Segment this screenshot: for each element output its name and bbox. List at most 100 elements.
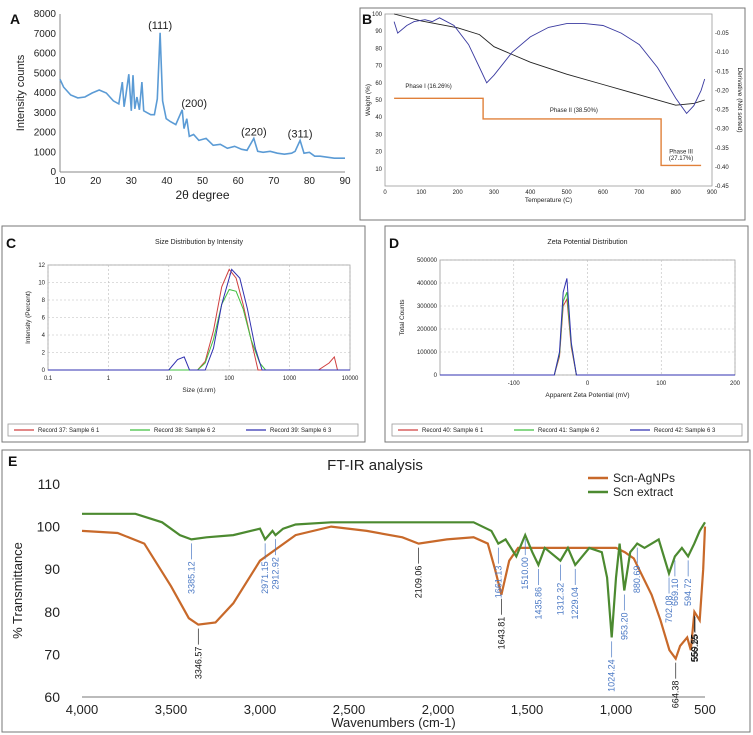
b-y-tick-label: 80 — [375, 46, 382, 52]
b-y-tick-label: 10 — [375, 167, 382, 173]
a-y-tick-label: 3000 — [34, 108, 57, 119]
e-peak-label: 2971.15 — [260, 561, 270, 594]
b-y-axis-label: Weight (%) — [365, 84, 372, 116]
e-peak-label: 953.20 — [619, 613, 629, 641]
e-y-tick-label: 60 — [44, 689, 60, 705]
c-y-tick-label: 6 — [42, 316, 46, 322]
d-legend-label: Record 40: Sample 6 1 — [422, 428, 484, 434]
b-y2-tick-label: -0.15 — [715, 69, 729, 75]
d-legend-label: Record 42: Sample 6 3 — [654, 428, 716, 434]
b-y-tick-label: 30 — [375, 132, 382, 138]
e-x-tick-label: 4,000 — [66, 702, 99, 717]
a-xrd-series-line — [59, 32, 345, 159]
a-y-tick-label: 5000 — [34, 68, 57, 79]
e-y-tick-label: 90 — [44, 561, 60, 577]
c-series-line-3 — [48, 268, 350, 371]
e-peak-label: 1024.24 — [607, 659, 617, 692]
a-x-tick-label: 80 — [304, 176, 316, 187]
e-x-tick-label: 500 — [694, 702, 716, 717]
a-y-tick-label: 1000 — [34, 147, 57, 158]
panel-d-zeta-chart: D Zeta Potential Distribution-100 0 100 2000… — [384, 225, 749, 443]
e-peak-label: 3385.12 — [186, 561, 196, 594]
e-y-axis-label: % Transmittance — [10, 542, 25, 639]
panel-a-xrd-chart: A 0 1000 2000 3000 4000 5000 6000 7000 8000 10 20 30… — [10, 9, 351, 202]
d-y-tick-label: 300000 — [417, 304, 438, 310]
e-peak-label: 880.69 — [632, 566, 642, 594]
c-y-tick-label: 0 — [42, 368, 46, 374]
e-peak-label: 1643.81 — [496, 617, 506, 650]
d-frame — [384, 225, 749, 443]
a-peak-annotation: (200) — [181, 98, 207, 110]
c-y-tick-label: 8 — [42, 298, 46, 304]
b-y2-tick-label: -0.30 — [715, 127, 729, 133]
b-y-tick-label: 20 — [375, 150, 382, 156]
e-peak-label: 594.72 — [683, 578, 693, 606]
a-x-axis-label: 2θ degree — [175, 188, 229, 202]
a-y-tick-label: 0 — [50, 167, 56, 178]
e-y-tick-label: 80 — [44, 604, 60, 620]
c-series-line-1 — [48, 268, 350, 371]
c-legend-label: Record 37: Sample 6 1 — [38, 428, 100, 434]
e-peak-label: 2109.06 — [414, 566, 424, 599]
e-peak-label: 669.10 — [670, 578, 680, 606]
a-y-tick-label: 4000 — [34, 88, 57, 99]
d-x-tick-label: 0 — [586, 381, 590, 387]
a-x-tick-label: 90 — [339, 176, 351, 187]
c-x-tick-label: 0.1 — [44, 376, 53, 382]
panel-label-e: E — [8, 453, 17, 469]
e-peak-label: 1661.13 — [493, 566, 503, 599]
c-legend-label: Record 39: Sample 6 3 — [270, 428, 332, 434]
a-x-tick-label: 20 — [90, 176, 102, 187]
b-phase-annotation: Phase II (38.50%) — [550, 108, 598, 114]
d-chart-title: Zeta Potential Distribution — [547, 239, 627, 246]
c-x-tick-label: 100 — [224, 376, 235, 382]
a-y-axis-label: Intensity counts — [15, 54, 27, 131]
e-peak-label: 3346.57 — [193, 647, 203, 680]
b-x-tick-label: 200 — [453, 190, 464, 196]
e-x-axis-label: Wavenumbers (cm-1) — [331, 715, 455, 730]
d-y-tick-label: 500000 — [417, 258, 438, 264]
c-x-tick-label: 1 — [107, 376, 111, 382]
e-y-tick-label: 70 — [44, 646, 60, 662]
c-x-tick-label: 1000 — [283, 376, 297, 382]
b-y-tick-label: 90 — [375, 29, 382, 35]
c-frame — [1, 225, 366, 443]
c-chart-title: Size Distribution by Intensity — [155, 239, 243, 246]
b-y-tick-label: 70 — [375, 64, 382, 70]
b-y-tick-label: 50 — [375, 98, 382, 104]
e-y-tick-label: 110 — [38, 476, 61, 492]
b-y2-tick-label: -0.35 — [715, 146, 729, 152]
c-y-tick-label: 12 — [38, 263, 45, 269]
b-frame — [359, 7, 746, 221]
c-x-axis-label: Size (d.nm) — [182, 387, 215, 394]
e-legend-label: Scn extract — [613, 485, 674, 499]
b-y-tick-label: 40 — [375, 115, 382, 121]
e-peak-label: 1312.32 — [555, 583, 565, 616]
b-y2-tick-label: -0.25 — [715, 108, 729, 114]
panel-b-tga-chart: B 10 20 30 40 50 60 70 80 90 100 -0.45 -0.40 -0.35 -0.… — [359, 7, 746, 221]
b-x-tick-label: 700 — [634, 190, 645, 196]
b-series-derivative — [393, 17, 706, 115]
e-y-tick-label: 100 — [37, 519, 61, 535]
b-phase-annotation: Phase I (16.26%) — [405, 84, 451, 90]
a-peak-annotation: (111) — [148, 20, 172, 32]
e-x-tick-label: 3,000 — [244, 702, 277, 717]
c-x-tick-label: 10000 — [342, 376, 359, 382]
b-phase-annotation: (27.17%) — [669, 156, 693, 162]
b-plot-area — [384, 13, 713, 187]
e-peak-label: 702.08 — [664, 595, 674, 623]
a-peak-annotation: (220) — [241, 126, 267, 138]
b-x-tick-label: 300 — [489, 190, 500, 196]
c-y-tick-label: 2 — [42, 351, 46, 357]
a-x-tick-label: 70 — [268, 176, 280, 187]
a-y-tick-label: 7000 — [34, 29, 57, 40]
e-peak-label: 664.38 — [671, 681, 681, 709]
c-series-line-2 — [48, 288, 350, 371]
b-y2-tick-label: -0.10 — [715, 50, 729, 56]
panel-label-c: C — [6, 235, 16, 251]
e-peak-label: 559.55 — [689, 634, 699, 662]
b-y2-axis-label: Derivative (Not sorted) — [736, 67, 743, 132]
e-x-tick-label: 2,500 — [333, 702, 366, 717]
